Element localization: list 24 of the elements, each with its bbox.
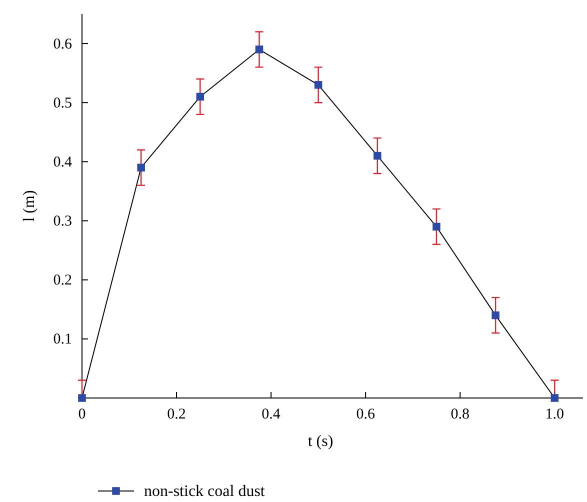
y-tick-label: 0.2 [53, 272, 72, 289]
legend-label: non-stick coal dust [144, 483, 266, 500]
x-tick-label: 0 [78, 406, 86, 423]
point [196, 92, 204, 101]
x-tick-label: 0.2 [167, 406, 186, 423]
point [550, 394, 559, 402]
x-tick-label: 1.0 [545, 406, 564, 423]
y-tick-label: 0.4 [53, 154, 72, 170]
x-tick-label: 0.4 [262, 406, 281, 423]
point [432, 222, 440, 231]
y-tick-label: 0.1 [53, 332, 72, 348]
y-tick-label: 0.5 [53, 95, 72, 112]
point [137, 164, 145, 172]
point [374, 152, 382, 160]
point [314, 81, 322, 89]
point [255, 46, 264, 54]
x-tick-label: 0.8 [450, 406, 470, 423]
y-axis-title: l (m) [21, 190, 38, 222]
y-tick-label: 0.6 [53, 36, 72, 52]
x-tick-label: 0.6 [356, 406, 376, 423]
point [492, 311, 500, 320]
x-axis-title: t (s) [308, 433, 334, 450]
y-tick-label: 0.3 [53, 214, 72, 230]
point [78, 394, 86, 402]
